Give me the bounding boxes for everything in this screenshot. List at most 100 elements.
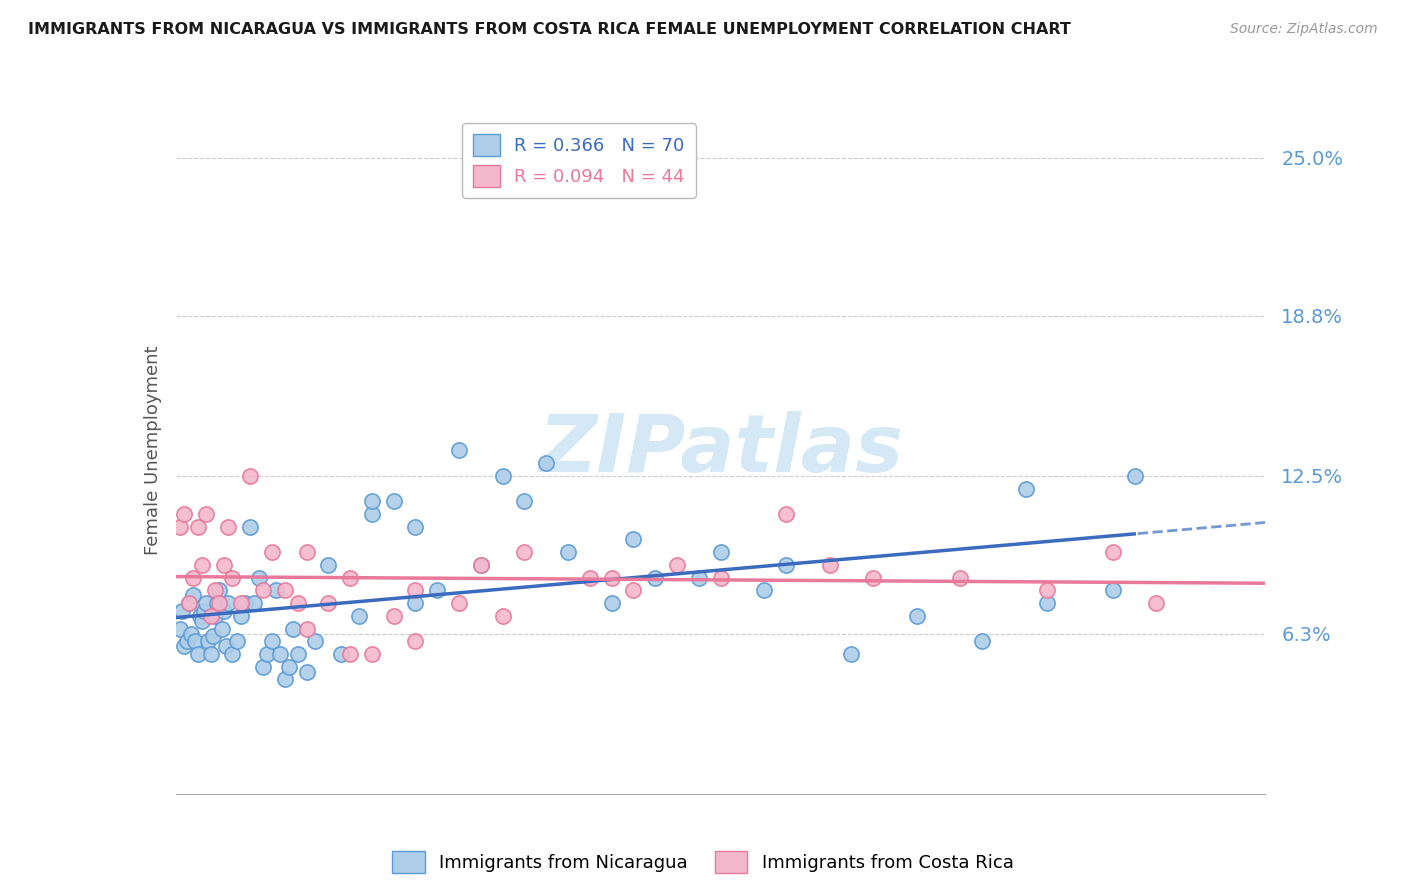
- Text: IMMIGRANTS FROM NICARAGUA VS IMMIGRANTS FROM COSTA RICA FEMALE UNEMPLOYMENT CORR: IMMIGRANTS FROM NICARAGUA VS IMMIGRANTS …: [28, 22, 1071, 37]
- Legend: R = 0.366   N = 70, R = 0.094   N = 44: R = 0.366 N = 70, R = 0.094 N = 44: [463, 123, 696, 198]
- Point: [347, 608, 370, 623]
- Y-axis label: Female Unemployment: Female Unemployment: [143, 346, 162, 555]
- Point: [447, 443, 470, 458]
- Point: [225, 634, 247, 648]
- Point: [212, 604, 235, 618]
- Point: [278, 659, 301, 673]
- Point: [269, 647, 291, 661]
- Point: [172, 604, 194, 618]
- Point: [1102, 545, 1125, 559]
- Point: [1036, 583, 1059, 598]
- Point: [600, 571, 623, 585]
- Point: [688, 571, 710, 585]
- Point: [557, 545, 579, 559]
- Point: [252, 659, 274, 673]
- Point: [775, 558, 797, 572]
- Point: [211, 622, 233, 636]
- Point: [205, 596, 228, 610]
- Point: [208, 583, 231, 598]
- Point: [447, 596, 470, 610]
- Point: [221, 571, 243, 585]
- Point: [405, 520, 427, 534]
- Point: [318, 558, 340, 572]
- Point: [841, 647, 863, 661]
- Point: [492, 469, 515, 483]
- Point: [200, 608, 222, 623]
- Point: [247, 571, 270, 585]
- Point: [470, 558, 492, 572]
- Point: [177, 596, 200, 610]
- Point: [905, 608, 928, 623]
- Point: [304, 634, 326, 648]
- Point: [239, 469, 262, 483]
- Point: [579, 571, 602, 585]
- Point: [382, 608, 405, 623]
- Point: [470, 558, 492, 572]
- Point: [217, 596, 239, 610]
- Point: [621, 583, 644, 598]
- Point: [256, 647, 278, 661]
- Point: [195, 507, 218, 521]
- Point: [231, 596, 253, 610]
- Point: [754, 583, 776, 598]
- Point: [972, 634, 994, 648]
- Point: [204, 608, 226, 623]
- Point: [295, 545, 318, 559]
- Point: [1123, 469, 1146, 483]
- Point: [215, 640, 238, 654]
- Text: ZIPatlas: ZIPatlas: [538, 411, 903, 490]
- Point: [405, 596, 427, 610]
- Point: [1015, 482, 1038, 496]
- Point: [405, 634, 427, 648]
- Point: [221, 647, 243, 661]
- Point: [186, 647, 209, 661]
- Point: [534, 456, 557, 470]
- Point: [274, 673, 297, 687]
- Point: [201, 629, 224, 643]
- Point: [243, 596, 266, 610]
- Point: [193, 604, 215, 618]
- Point: [361, 494, 384, 508]
- Point: [775, 507, 797, 521]
- Point: [295, 622, 318, 636]
- Point: [200, 647, 222, 661]
- Point: [287, 647, 309, 661]
- Point: [274, 583, 297, 598]
- Point: [666, 558, 689, 572]
- Point: [710, 571, 733, 585]
- Point: [513, 545, 536, 559]
- Point: [231, 608, 253, 623]
- Point: [260, 545, 283, 559]
- Point: [426, 583, 449, 598]
- Legend: Immigrants from Nicaragua, Immigrants from Costa Rica: Immigrants from Nicaragua, Immigrants fr…: [387, 846, 1019, 879]
- Point: [710, 545, 733, 559]
- Point: [181, 571, 204, 585]
- Point: [177, 596, 200, 610]
- Point: [186, 520, 209, 534]
- Point: [287, 596, 309, 610]
- Point: [361, 507, 384, 521]
- Text: Source: ZipAtlas.com: Source: ZipAtlas.com: [1230, 22, 1378, 37]
- Point: [191, 558, 214, 572]
- Point: [330, 647, 353, 661]
- Point: [191, 614, 214, 628]
- Point: [818, 558, 841, 572]
- Point: [195, 596, 218, 610]
- Point: [180, 626, 202, 640]
- Point: [492, 608, 515, 623]
- Point: [217, 520, 239, 534]
- Point: [1036, 596, 1059, 610]
- Point: [239, 520, 262, 534]
- Point: [339, 571, 361, 585]
- Point: [173, 507, 195, 521]
- Point: [173, 640, 195, 654]
- Point: [264, 583, 287, 598]
- Point: [197, 634, 219, 648]
- Point: [208, 596, 231, 610]
- Point: [600, 596, 623, 610]
- Point: [1102, 583, 1125, 598]
- Point: [252, 583, 274, 598]
- Point: [295, 665, 318, 679]
- Point: [260, 634, 283, 648]
- Point: [235, 596, 257, 610]
